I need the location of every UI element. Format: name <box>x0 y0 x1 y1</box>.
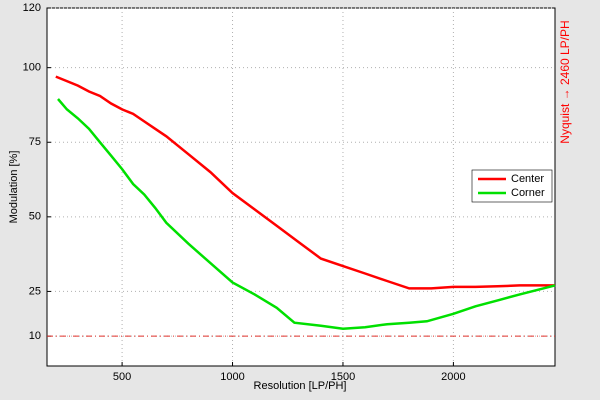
y-axis-label: Modulation [%] <box>8 151 20 224</box>
data-line <box>57 98 556 330</box>
nyquist-annotation: Nyquist → 2460 LP/PH <box>558 20 572 143</box>
legend-label: Center <box>511 173 544 185</box>
x-tick-label: 1000 <box>220 371 244 383</box>
x-tick-label: 2000 <box>441 371 465 383</box>
y-tick-label: 100 <box>23 62 41 74</box>
y-tick-label: 75 <box>29 136 41 148</box>
data-line <box>55 75 555 290</box>
legend-label: Corner <box>511 187 545 199</box>
x-tick-label: 500 <box>113 371 131 383</box>
x-tick-label: 1500 <box>331 371 355 383</box>
legend-box <box>471 169 553 203</box>
x-axis-label: Resolution [LP/PH] <box>254 380 347 392</box>
y-tick-label: 120 <box>23 2 41 14</box>
y-tick-label: 10 <box>29 330 41 342</box>
y-tick-label: 50 <box>29 211 41 223</box>
y-tick-label: 25 <box>29 285 41 297</box>
